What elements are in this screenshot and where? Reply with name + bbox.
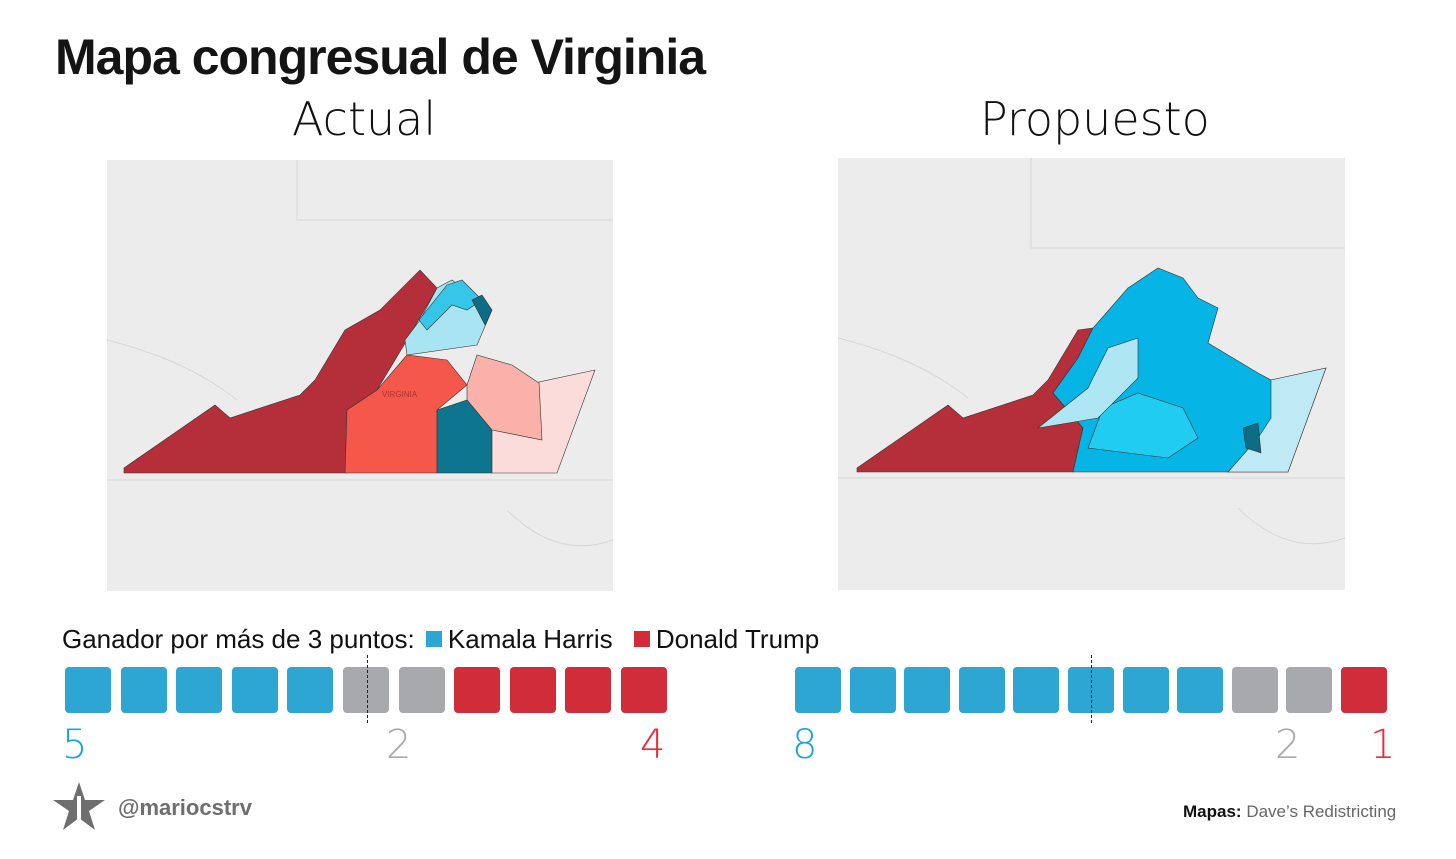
seat-trump	[454, 667, 501, 713]
district-nova2	[418, 279, 483, 331]
seat-tossup	[1231, 667, 1278, 713]
author-handle: @mariocstrv	[118, 795, 252, 820]
seat-harris	[120, 667, 167, 713]
district-nova3	[471, 294, 493, 326]
seat-harris	[287, 667, 334, 713]
majority-line	[366, 655, 368, 723]
majority-line	[1091, 655, 1093, 723]
district-southwest	[856, 327, 1094, 473]
star-logo-icon	[53, 782, 105, 837]
count-tossup: 2	[1275, 722, 1301, 768]
seat-harris	[958, 667, 1005, 713]
proposed-map	[838, 158, 1345, 590]
count-harris: 8	[792, 722, 818, 768]
seat-trump	[565, 667, 612, 713]
seat-harris	[1177, 667, 1224, 713]
seat-tossup	[343, 667, 389, 713]
count-trump: 4	[640, 722, 666, 768]
seat-trump	[509, 667, 556, 713]
seat-harris	[849, 667, 896, 713]
legend: Ganador por más de 3 puntos: Kamala Harr…	[62, 624, 819, 655]
actual-heading: Actual	[292, 92, 437, 146]
map-label: VIRGINIA	[382, 390, 418, 399]
credit-value: Dave’s Redistricting	[1246, 802, 1397, 821]
district-corridor	[1036, 337, 1139, 429]
seat-harris	[1013, 667, 1060, 713]
legend-label: Ganador por más de 3 puntos:	[62, 624, 415, 654]
seat-harris	[795, 667, 841, 713]
seat-harris	[1122, 667, 1169, 713]
district-tidewater	[491, 369, 596, 474]
seat-trump	[621, 667, 667, 713]
credit-label: Mapas:	[1183, 802, 1242, 821]
trump-swatch	[633, 631, 650, 647]
harris-swatch	[425, 631, 442, 647]
district-norfolk	[1242, 422, 1262, 454]
legend-harris: Kamala Harris	[447, 624, 613, 654]
legend-trump: Donald Trump	[655, 624, 820, 654]
seat-harris	[176, 667, 223, 713]
seat-trump	[1341, 667, 1387, 713]
seat-harris	[65, 667, 111, 713]
seat-tossup	[398, 667, 445, 713]
credit: Mapas: Dave’s Redistricting	[1183, 802, 1396, 822]
page-title: Mapa congresual de Virginia	[55, 29, 706, 85]
seat-tossup	[1286, 667, 1333, 713]
seat-harris	[904, 667, 951, 713]
count-harris: 5	[62, 722, 88, 768]
seat-harris	[231, 667, 278, 713]
count-tossup: 2	[386, 722, 412, 768]
proposed-heading: Propuesto	[980, 92, 1210, 146]
actual-map: VIRGINIA	[107, 160, 613, 591]
count-trump: 1	[1370, 722, 1396, 768]
seat-harris	[1068, 667, 1114, 713]
